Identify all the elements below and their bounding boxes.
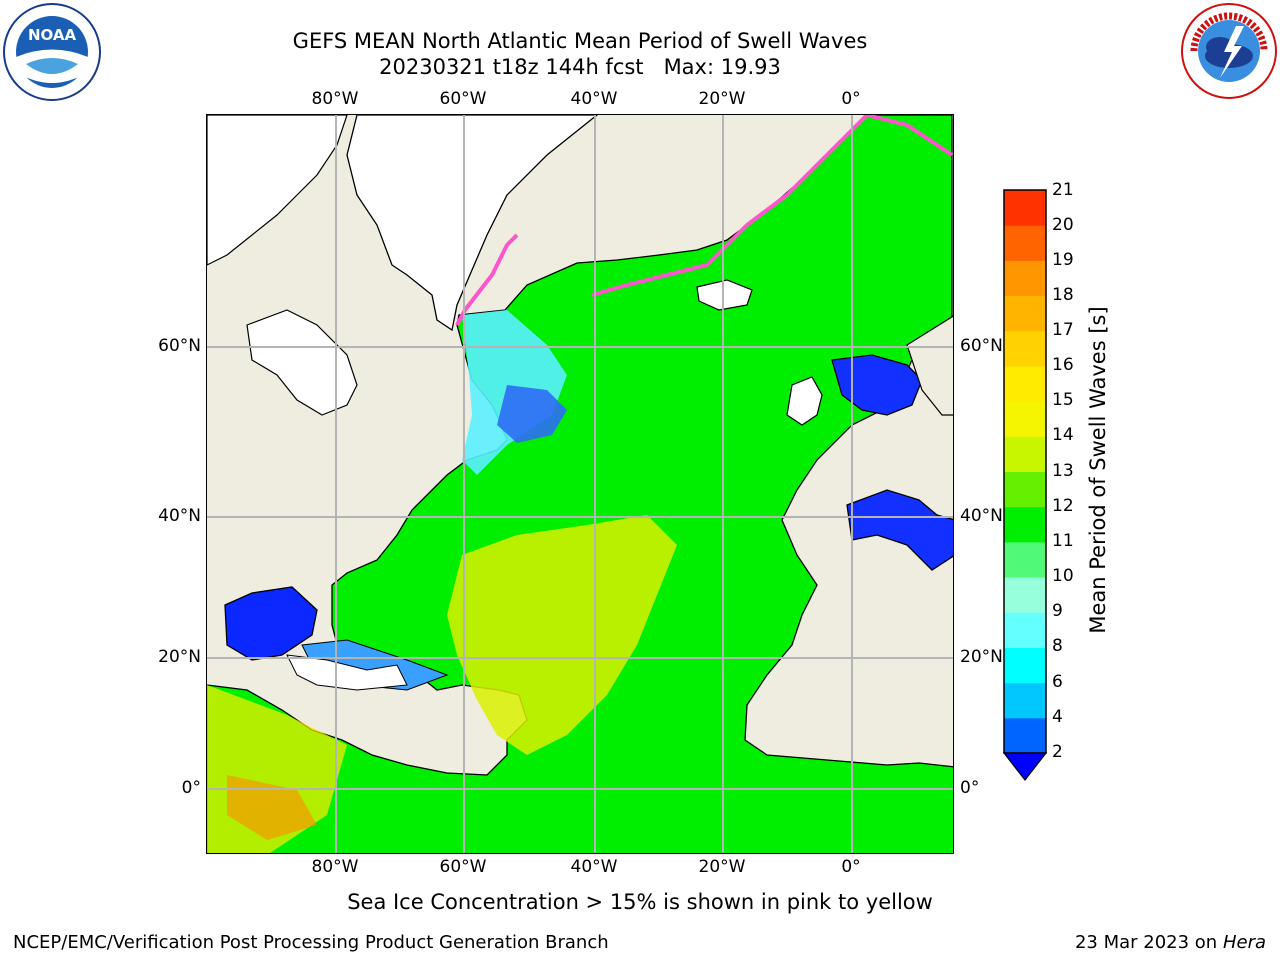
arctic-islands xyxy=(207,115,348,266)
caribbean-islands xyxy=(286,654,408,691)
lon-label-bottom-80w: 80°W xyxy=(311,857,359,877)
colorbar-segment xyxy=(1004,401,1046,437)
colorbar-tick-21: 21 xyxy=(1052,180,1074,200)
colorbar-title: Mean Period of Swell Waves [s] xyxy=(1086,306,1110,634)
mediterranean-sea xyxy=(846,489,953,571)
lat-label-right-60n: 60°N xyxy=(960,336,1003,356)
colorbar-segment xyxy=(1004,436,1046,472)
colorbar-tick-11: 11 xyxy=(1052,531,1074,551)
colorbar-segment xyxy=(1004,541,1046,578)
lat-label-right-40n: 40°N xyxy=(960,506,1003,526)
colorbar-tick-16: 16 xyxy=(1052,355,1074,375)
lon-label-bottom-40w: 40°W xyxy=(570,857,618,877)
lon-label-bottom-20w: 20°W xyxy=(698,857,746,877)
colorbar xyxy=(1002,189,1048,781)
lat-label-right-20n: 20°N xyxy=(960,647,1003,667)
colorbar-segment xyxy=(1004,330,1046,367)
lon-label-top-20w: 20°W xyxy=(698,89,746,109)
lon-label-bottom-60w: 60°W xyxy=(439,857,487,877)
colorbar-tick-20: 20 xyxy=(1052,215,1074,235)
colorbar-tick-4: 4 xyxy=(1052,707,1063,727)
colorbar-tick-9: 9 xyxy=(1052,601,1063,621)
british-isles xyxy=(786,376,823,426)
sea-ice-edge xyxy=(455,115,953,326)
gulf-of-mexico xyxy=(224,586,318,661)
colorbar-tick-10: 10 xyxy=(1052,566,1074,586)
noaa-logo-text: NOAA xyxy=(28,26,77,44)
scandinavia xyxy=(906,315,953,416)
colorbar-under-arrow xyxy=(1002,752,1048,781)
colorbar-segment xyxy=(1004,577,1046,613)
lon-label-top-60w: 60°W xyxy=(439,89,487,109)
colorbar-segment xyxy=(1004,190,1046,226)
colorbar-tick-6: 6 xyxy=(1052,672,1063,692)
ocean-field-south-orange xyxy=(227,775,317,840)
lat-label-left-60n: 60°N xyxy=(158,336,201,356)
lat-label-left-0: 0° xyxy=(181,778,201,798)
colorbar-segment xyxy=(1004,647,1046,684)
noaa-logo: NOAA xyxy=(2,2,102,102)
colorbar-segment xyxy=(1004,471,1046,508)
colorbar-segment xyxy=(1004,506,1046,543)
ocean-field-labrador xyxy=(497,385,567,443)
footer-machine: Hera xyxy=(1222,932,1266,953)
lat-label-right-0: 0° xyxy=(960,778,980,798)
colorbar-tick-14: 14 xyxy=(1052,425,1074,445)
colorbar-segment xyxy=(1004,260,1046,297)
map-canvas xyxy=(207,115,953,853)
colorbar-segment xyxy=(1004,717,1046,754)
colorbar-tick-17: 17 xyxy=(1052,320,1074,340)
colorbar-segment xyxy=(1004,612,1046,648)
sea-ice-note: Sea Ice Concentration > 15% is shown in … xyxy=(347,890,933,914)
colorbar-tick-13: 13 xyxy=(1052,461,1074,481)
greenland-ice xyxy=(346,115,599,332)
colorbar-segment xyxy=(1004,365,1046,402)
colorbar-tick-8: 8 xyxy=(1052,636,1063,656)
colorbar-tick-19: 19 xyxy=(1052,250,1074,270)
footer-credit: NCEP/EMC/Verification Post Processing Pr… xyxy=(13,932,609,953)
map-title-line2: 20230321 t18z 144h fcst Max: 19.93 xyxy=(379,55,781,79)
lat-label-left-40n: 40°N xyxy=(158,506,201,526)
colorbar-segment xyxy=(1004,225,1046,261)
footer-date: 23 Mar 2023 on Hera xyxy=(1075,932,1266,953)
colorbar-segment xyxy=(1004,295,1046,332)
lon-label-top-80w: 80°W xyxy=(311,89,359,109)
lat-label-left-20n: 20°N xyxy=(158,647,201,667)
colorbar-tick-2: 2 xyxy=(1052,742,1063,762)
hudson-region xyxy=(246,309,358,416)
colorbar-tick-12: 12 xyxy=(1052,496,1074,516)
north-sea xyxy=(831,354,923,416)
colorbar-tick-18: 18 xyxy=(1052,285,1074,305)
map-title-line1: GEFS MEAN North Atlantic Mean Period of … xyxy=(292,29,868,53)
graticule xyxy=(207,115,953,853)
ocean-field-subtropical xyxy=(447,515,677,755)
colorbar-segment xyxy=(1004,682,1046,719)
footer-date-text: 23 Mar 2023 on xyxy=(1074,932,1218,953)
lon-label-bottom-0: 0° xyxy=(841,857,861,877)
nws-logo xyxy=(1180,2,1278,100)
lon-label-top-0: 0° xyxy=(841,89,861,109)
colorbar-tick-15: 15 xyxy=(1052,390,1074,410)
lon-label-top-40w: 40°W xyxy=(570,89,618,109)
map-panel xyxy=(206,114,954,854)
iceland xyxy=(696,279,753,311)
